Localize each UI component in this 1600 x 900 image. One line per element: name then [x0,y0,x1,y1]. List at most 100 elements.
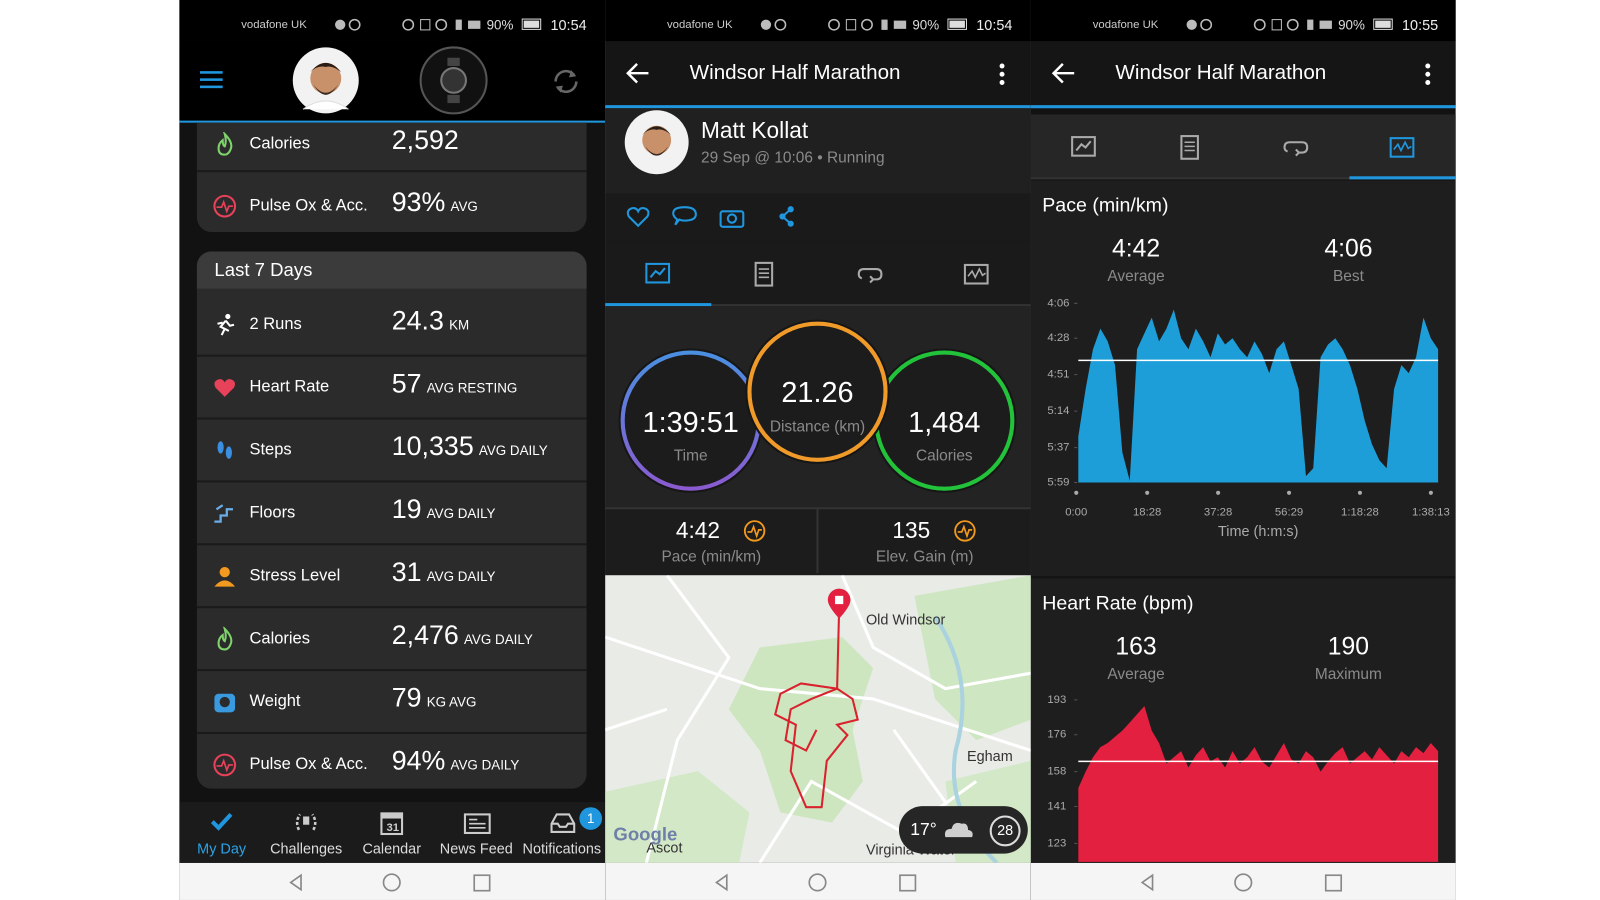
icon-part [605,575,1031,863]
icon-part [726,213,738,224]
icon-part [754,261,774,287]
icon-part [225,446,232,459]
row-divider [196,606,587,609]
tab[interactable] [962,261,991,288]
tab-bar [1030,114,1456,179]
tab[interactable] [1175,134,1204,161]
nav-label[interactable]: Challenges [270,840,343,857]
icon-part [555,85,563,93]
nav-icon[interactable] [293,809,322,838]
tab[interactable] [856,261,885,288]
stat-icon [954,520,976,542]
tab[interactable] [1069,134,1098,161]
icon-part [420,19,431,31]
nav-icon[interactable] [463,809,492,838]
status-icons [1186,18,1332,31]
icon-part [469,818,486,829]
x-axis-title: Time (h:m:s) [1218,524,1298,540]
activity-screen: vodafone UK 90% 10:54 Windsor Half Marathon… [605,0,1031,900]
icon-part [893,20,907,29]
ring-label: Distance (km) [769,418,866,436]
nav-icon[interactable] [378,809,407,838]
icon-part [335,19,346,30]
tab[interactable] [749,261,778,288]
tab-baseline [1030,177,1456,180]
battery: 90% [486,17,514,33]
stats-divider [816,507,819,574]
icon-part [963,263,989,285]
icon-part [715,873,728,892]
row-icon [213,194,237,218]
app-header [1030,41,1456,107]
ring-label: Time [673,446,708,465]
device-icon[interactable] [419,45,489,115]
nav-icon[interactable] [548,809,577,838]
app-header [605,41,1031,107]
icon-part [954,520,976,542]
sync-button[interactable] [551,66,582,97]
icon-part [295,813,317,831]
nav-label[interactable]: My Day [197,840,247,857]
icon-part [569,70,577,78]
nav-label[interactable]: Notifications [522,840,602,857]
icon-part [747,524,762,539]
carrier: vodafone UK [666,18,733,31]
metric-value: 24.3 KM [392,305,469,337]
icon-part [881,19,888,30]
nav-label[interactable]: News Feed [439,840,513,857]
tab[interactable] [1388,134,1417,161]
icon-part [213,753,237,777]
value: 2,592 [391,124,459,156]
section-title: Pace (min/km) [1042,194,1169,217]
tab[interactable] [643,261,672,288]
tab[interactable] [1281,134,1310,161]
unit: AVG [450,198,478,214]
unit: KM [449,317,470,333]
tab-indicator [1349,176,1456,180]
y-tick-label: 176 [1047,729,1066,741]
metric-label: Steps [249,441,292,459]
battery-icon [521,18,542,30]
metric-label: Floors [249,504,296,522]
more-button[interactable] [1423,62,1433,87]
back-button[interactable] [626,62,651,85]
icon-part [645,146,669,156]
icon-part [210,813,233,831]
row-divider [196,417,587,420]
stat-icon [743,520,766,542]
more-button[interactable] [997,62,1007,87]
icon-part [743,520,766,542]
y-tick-label: 123 [1047,837,1066,849]
row-icon [214,566,236,587]
icon-part [310,62,342,73]
back-button[interactable] [1051,62,1077,85]
nav-icon[interactable] [208,809,237,838]
badge-count: 1 [586,810,595,827]
summary-value: 4:42 [1111,235,1161,263]
card-header [196,251,587,289]
nav-label[interactable]: Calendar [362,840,422,857]
icon-part [642,125,672,155]
menu-button[interactable] [199,70,225,91]
x-tick-dot [1074,490,1079,495]
icon-part [1180,135,1199,160]
metric-value: 31 AVG DAILY [392,556,496,588]
icon-part [463,813,491,834]
rings [618,319,1017,493]
x-tick-label: 37:28 [1204,506,1232,518]
icon-part [642,126,672,136]
battery-icon [947,18,967,30]
summary-label: Maximum [1314,665,1382,683]
icon-part [473,874,491,892]
icon-part [861,18,873,31]
weather-badge: 28 [997,821,1014,839]
icon-part [835,595,844,605]
actions-icons[interactable] [626,204,801,231]
icon-part [219,566,230,578]
avatar[interactable] [291,45,361,115]
icon-part [949,20,965,28]
icon-part [1271,19,1282,31]
icon-part [303,816,310,825]
ring-value: 1,484 [908,406,981,439]
